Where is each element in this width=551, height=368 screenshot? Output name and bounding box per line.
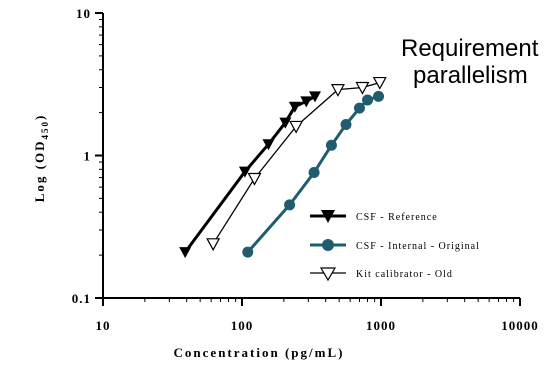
series-1 <box>242 90 385 258</box>
data-point <box>353 102 365 114</box>
legend-label: CSF - Reference <box>356 212 438 223</box>
legend: CSF - Reference CSF - Internal - Origina… <box>310 210 480 282</box>
y-axis-major-ticks <box>95 12 103 299</box>
annotation: Requirement parallelism <box>401 35 539 89</box>
legend-circle-icon <box>322 239 334 251</box>
x-tick-label: 10000 <box>501 318 539 333</box>
legend-item-csf-internal-original: CSF - Internal - Original <box>310 239 480 252</box>
data-point <box>330 84 345 97</box>
x-tick-label: 100 <box>231 318 254 333</box>
y-tick-label: 10 <box>76 6 91 21</box>
data-point <box>308 166 320 178</box>
data-point <box>262 139 275 151</box>
legend-item-csf-reference: CSF - Reference <box>310 210 438 223</box>
data-point <box>284 199 296 211</box>
annotation-line-2: parallelism <box>413 62 528 89</box>
data-point <box>288 101 301 113</box>
y-axis-title-subscript: 450 <box>40 120 50 140</box>
y-axis-title-close: ) <box>32 114 47 120</box>
y-tick-label: 0.1 <box>72 291 91 306</box>
series-0 <box>179 91 321 259</box>
data-point <box>279 117 292 129</box>
data-point <box>325 139 337 151</box>
data-point <box>340 119 352 131</box>
y-axis-tick-labels: 0.1 1 10 <box>72 6 92 306</box>
series-2 <box>206 76 387 252</box>
x-tick-label: 10 <box>96 318 111 333</box>
legend-label: Kit calibrator - Old <box>356 269 453 280</box>
annotation-line-1: Requirement <box>401 35 539 62</box>
y-axis-title-main: Log (OD <box>32 140 47 203</box>
data-point <box>206 238 221 252</box>
data-point <box>238 166 251 178</box>
legend-triangle-filled-icon <box>321 210 335 223</box>
series-layer <box>179 76 387 259</box>
legend-item-kit-calibrator-old: Kit calibrator - Old <box>310 267 453 282</box>
data-point <box>242 246 254 258</box>
data-point <box>308 91 321 103</box>
data-point <box>247 172 262 186</box>
data-point <box>179 247 192 259</box>
data-point <box>355 81 370 95</box>
y-axis-title: Log (OD450) <box>32 114 50 203</box>
legend-triangle-open-icon <box>319 267 337 282</box>
data-point <box>300 96 313 108</box>
x-axis-tick-labels: 10 100 1000 10000 <box>96 318 539 333</box>
data-point <box>289 120 304 134</box>
x-tick-label: 1000 <box>366 318 396 333</box>
data-point <box>373 90 385 102</box>
data-point <box>362 94 374 106</box>
y-tick-label: 1 <box>84 149 92 164</box>
x-axis-major-ticks <box>102 298 521 306</box>
data-point <box>372 76 387 90</box>
x-axis-title: Concentration (pg/mL) <box>174 345 345 360</box>
legend-label: CSF - Internal - Original <box>356 241 480 252</box>
